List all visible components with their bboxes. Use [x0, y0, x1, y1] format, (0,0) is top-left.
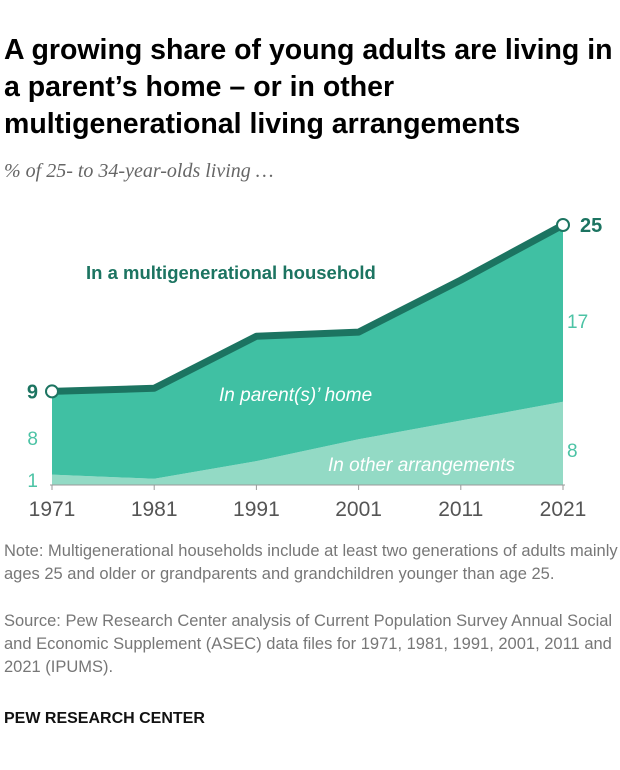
- x-tick-label: 1991: [233, 498, 280, 520]
- series-label-parents-home: In parent(s)’ home: [219, 385, 372, 406]
- data-label-other-1971: 1: [27, 471, 38, 492]
- x-tick-label: 1971: [29, 498, 76, 520]
- chart-note: Note: Multigenerational households inclu…: [4, 542, 618, 583]
- series-label-multigenerational: In a multigenerational household: [86, 262, 376, 283]
- area-other-arrangements: [52, 401, 563, 485]
- x-tick-label: 1981: [131, 498, 178, 520]
- line-multigenerational-total: [51, 221, 565, 395]
- chart-title: A growing share of young adults are livi…: [4, 34, 613, 140]
- data-label-total-1971: 9: [27, 381, 38, 403]
- series-label-other-arrangements: In other arrangements: [328, 455, 515, 476]
- endpoint-marker: [556, 218, 570, 232]
- brand-logo-text: PEW RESEARCH CENTER: [4, 710, 205, 727]
- x-tick-label: 2011: [438, 498, 483, 520]
- area-parents-home: [52, 225, 563, 479]
- x-tick-label: 2021: [540, 498, 587, 520]
- x-tick-label: 2001: [335, 498, 382, 520]
- data-label-parent-1971: 8: [27, 429, 38, 450]
- stacked-area-chart: 1971 1981 1991 2001 2011 2021 9 25 8 17 1 8 In a mu…: [27, 215, 602, 520]
- endpoint-marker: [45, 384, 59, 399]
- data-label-parent-2021: 17: [567, 312, 588, 333]
- chart-source: Source: Pew Research Center analysis of …: [4, 612, 613, 676]
- data-label-total-2021: 25: [580, 215, 602, 237]
- chart-subtitle: % of 25- to 34-year-olds living …: [4, 160, 274, 182]
- data-label-other-2021: 8: [567, 441, 578, 462]
